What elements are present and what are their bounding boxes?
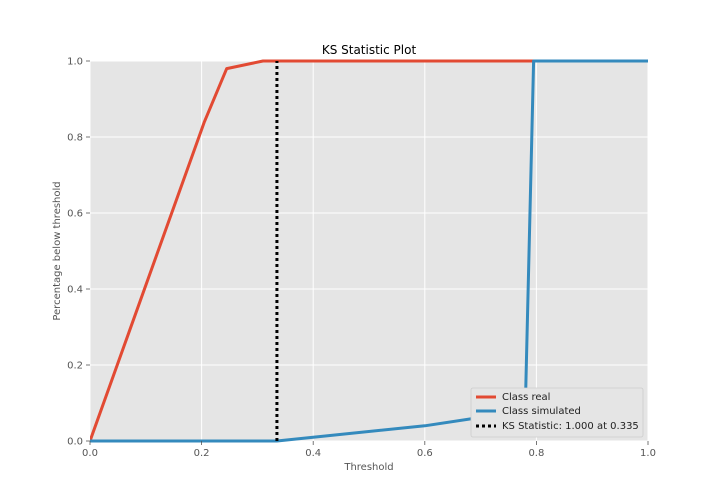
tick-labels: 0.0 0.2 0.4 0.6 0.8 1.0 0.0 0.2 0.4 0.6 0.8 1.0 (67, 57, 656, 460)
legend-box (470, 387, 644, 438)
y-tick-label: 0.0 (67, 437, 83, 448)
y-axis-label: Percentage below threshold (52, 181, 63, 320)
plot-area (90, 61, 648, 441)
y-tick-label: 1.0 (67, 57, 83, 68)
x-tick-label: 0.4 (305, 448, 321, 459)
series-line-class-real (90, 59, 648, 442)
legend: Class real Class simulated KS Statistic:… (470, 387, 644, 438)
legend-label-ks-statistic: KS Statistic: 1.000 at 0.335 (502, 421, 639, 432)
x-tick-label: 0.2 (194, 448, 210, 459)
series-layer (90, 59, 648, 443)
x-tick-label: 0.6 (417, 448, 433, 459)
chart-title: KS Statistic Plot (322, 43, 417, 57)
x-tick-label: 0.8 (528, 448, 544, 459)
y-tick-label: 0.2 (67, 361, 83, 372)
x-axis-label: Threshold (343, 462, 393, 473)
y-tick-label: 0.4 (67, 285, 83, 296)
y-tick-label: 0.6 (67, 209, 83, 220)
y-tick-label: 0.8 (67, 133, 83, 144)
legend-label-class-real: Class real (502, 392, 550, 403)
x-tick-label: 0.0 (82, 448, 98, 459)
legend-label-class-simulated: Class simulated (502, 406, 581, 417)
grid-lines (89, 60, 649, 442)
x-tick-label: 1.0 (640, 448, 656, 459)
